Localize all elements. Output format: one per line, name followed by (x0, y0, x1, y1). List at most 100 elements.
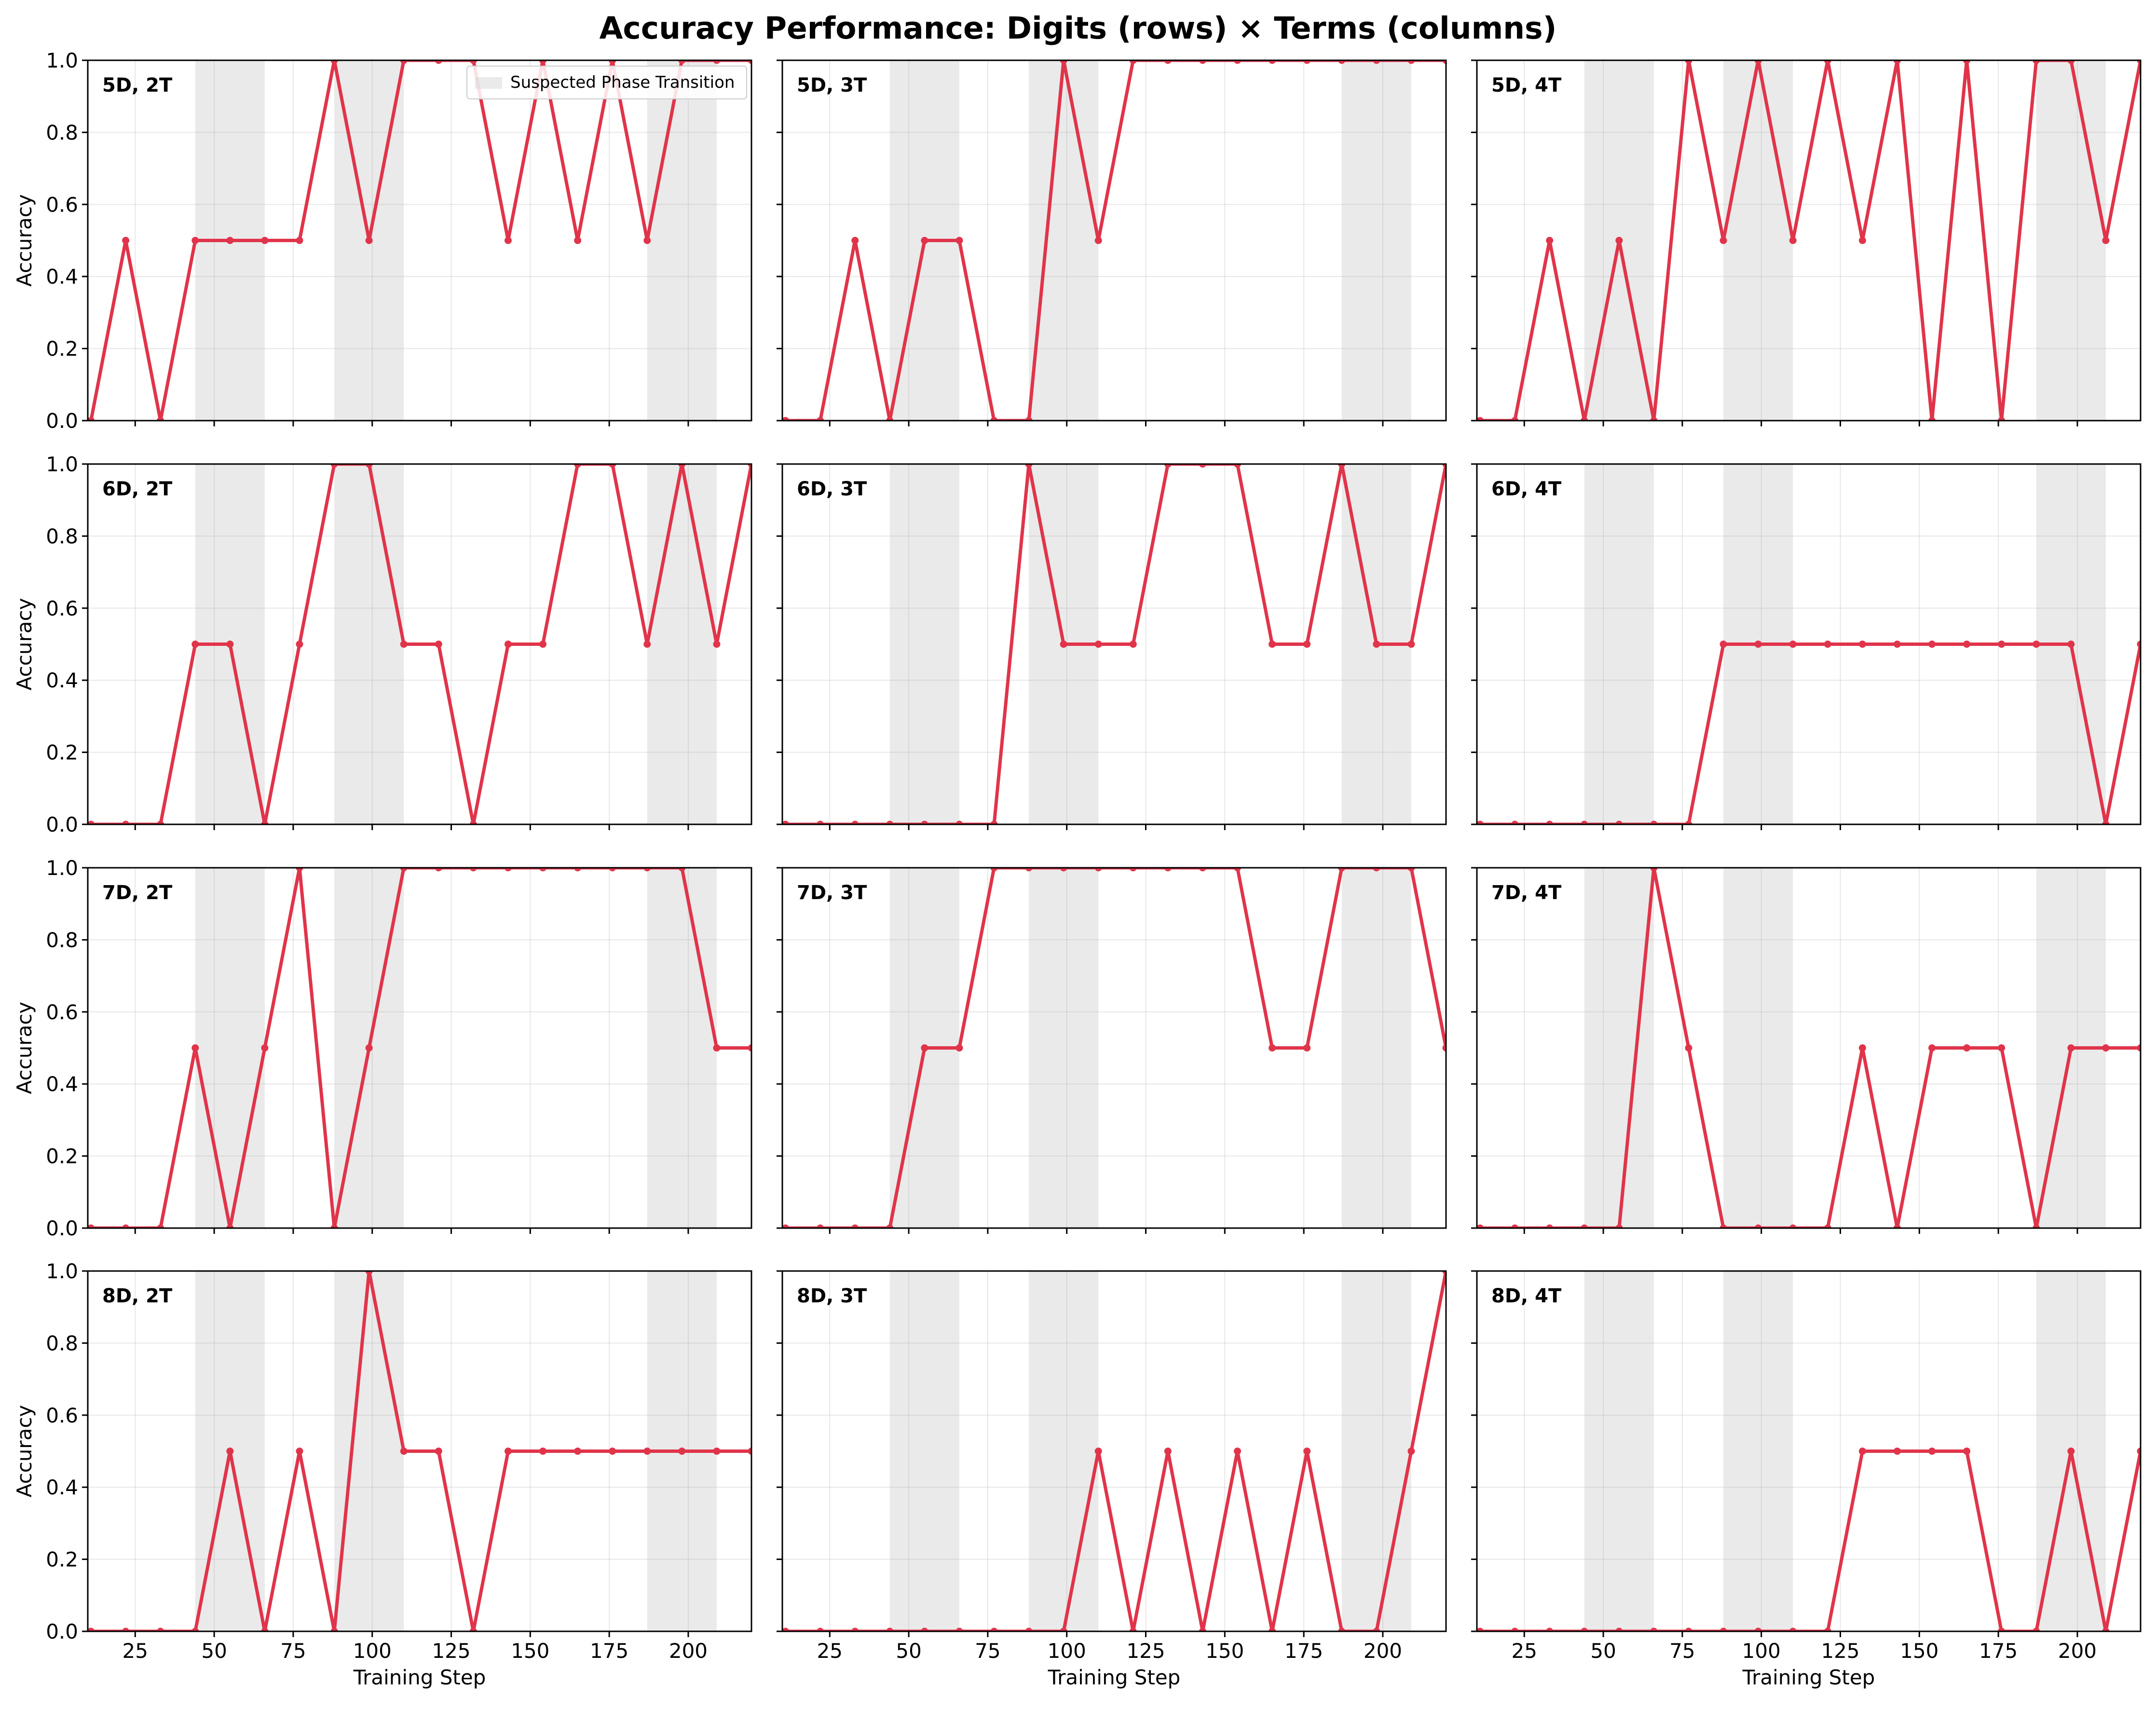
y-tick-label: 0.0 (46, 409, 78, 433)
data-point (1581, 1224, 1588, 1228)
data-point (1893, 1224, 1901, 1228)
data-point (504, 237, 512, 244)
data-point (1893, 641, 1901, 648)
data-point (1373, 1627, 1380, 1631)
y-tick-label: 0.0 (46, 1620, 78, 1643)
data-point (1511, 417, 1519, 421)
data-point (713, 60, 721, 64)
panel: 25 50 75 100 125 150 175 200 0.0 0.2 0.4 0.6 0.8 1.0 8… (13, 1259, 752, 1689)
data-point (539, 1448, 547, 1455)
data-point (1442, 464, 1446, 468)
x-tick-label: 75 (1669, 1639, 1695, 1663)
data-point (1581, 417, 1588, 421)
data-point (1373, 868, 1380, 872)
y-tick-label: 0.6 (46, 193, 78, 217)
panel-frame (87, 1270, 752, 1632)
data-point (296, 237, 303, 244)
panel-frame (781, 867, 1447, 1229)
series-group (1477, 60, 2141, 421)
data-point (1858, 641, 1866, 648)
data-point (782, 1627, 790, 1631)
panel: 7D, 3T (777, 867, 1447, 1234)
data-point (643, 1448, 651, 1455)
phase-transition-region (889, 464, 959, 824)
data-point (365, 1271, 373, 1275)
data-point (1824, 60, 1831, 64)
x-tick-label: 25 (817, 1639, 843, 1663)
y-axis-label: Accuracy (13, 194, 36, 287)
data-point (157, 1627, 164, 1631)
data-point (1303, 60, 1311, 64)
data-point (1025, 464, 1033, 468)
data-point (400, 1448, 408, 1455)
x-tick-label: 25 (123, 1639, 148, 1663)
data-point (1234, 868, 1242, 872)
data-point (261, 1627, 269, 1631)
data-point (990, 820, 998, 824)
data-point (435, 60, 442, 64)
y-axis-label: Accuracy (13, 598, 36, 691)
data-point (400, 641, 408, 648)
data-point (1338, 464, 1346, 468)
panel: 5D, 3T (777, 59, 1447, 426)
phase-transition-region (1341, 868, 1411, 1228)
data-point (1407, 868, 1415, 872)
data-point (157, 1224, 164, 1228)
data-point (2102, 1627, 2110, 1631)
x-axis-label: Training Step (353, 1666, 486, 1689)
data-point (921, 237, 928, 244)
data-point (643, 237, 651, 244)
y-tick-label: 1.0 (46, 49, 78, 72)
data-point (539, 868, 547, 872)
data-point (782, 1224, 790, 1228)
series-group (88, 1271, 751, 1631)
data-point (1269, 1044, 1276, 1052)
data-point (2033, 60, 2040, 64)
panel-frame (1476, 463, 2142, 825)
y-tick-label: 0.8 (46, 928, 78, 952)
phase-transition-region (334, 464, 404, 824)
y-tick-label: 0.2 (46, 741, 78, 765)
x-tick-label: 25 (1512, 1639, 1537, 1663)
phase-transition-region (1341, 1271, 1411, 1631)
legend: Suspected Phase Transition (466, 66, 747, 99)
phase-transition-region (1029, 1271, 1099, 1631)
y-tick-label: 0.8 (46, 524, 78, 548)
panel-frame (781, 463, 1447, 825)
data-point (226, 237, 234, 244)
data-point (713, 641, 721, 648)
phase-transition-region (647, 60, 717, 421)
data-point (1789, 1627, 1797, 1631)
x-tick-label: 125 (1126, 1639, 1165, 1663)
y-tick-label: 0.4 (46, 1072, 78, 1096)
panel: 7D, 4T (1471, 867, 2142, 1234)
x-tick-label: 200 (1364, 1639, 1402, 1663)
phase-transition-region (647, 868, 717, 1228)
data-point (1025, 417, 1033, 421)
phase-transition-region (889, 1271, 959, 1631)
panel: 0.0 0.2 0.4 0.6 0.8 1.0 7D, 2T Accuracy (13, 856, 752, 1240)
data-point (2137, 60, 2141, 64)
series-group (88, 868, 751, 1228)
data-point (1303, 1448, 1311, 1455)
series-group (782, 868, 1446, 1228)
data-point (574, 237, 582, 244)
x-tick-label: 75 (280, 1639, 306, 1663)
data-point (1963, 60, 1971, 64)
data-point (1824, 641, 1831, 648)
data-point (122, 237, 130, 244)
phase-transition-region (1584, 868, 1654, 1228)
data-point (1615, 1224, 1623, 1228)
accuracy-line (1480, 643, 2141, 824)
data-point (1650, 820, 1658, 824)
data-point (1477, 417, 1484, 421)
data-point (1928, 417, 1936, 421)
y-tick-label: 0.4 (46, 265, 78, 288)
phase-transition-region (1584, 464, 1654, 824)
data-point (1824, 1627, 1831, 1631)
data-point (1025, 868, 1033, 872)
y-tick-label: 0.6 (46, 1404, 78, 1427)
x-tick-label: 75 (975, 1639, 1000, 1663)
data-point (1338, 1627, 1346, 1631)
